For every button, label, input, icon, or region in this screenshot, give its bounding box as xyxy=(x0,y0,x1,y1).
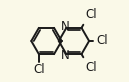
Text: Cl: Cl xyxy=(33,63,45,76)
Text: Cl: Cl xyxy=(85,8,97,21)
Text: N: N xyxy=(61,20,70,33)
Text: Cl: Cl xyxy=(96,35,108,47)
Text: Cl: Cl xyxy=(85,61,97,74)
Text: N: N xyxy=(61,49,70,62)
